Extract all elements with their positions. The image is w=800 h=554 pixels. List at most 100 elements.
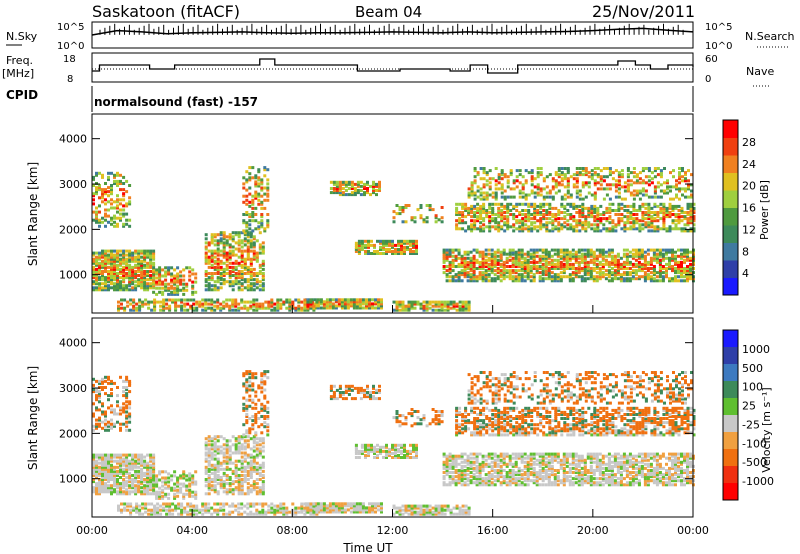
range-cell [204, 441, 208, 445]
range-cell [596, 175, 600, 179]
range-cell [245, 429, 249, 433]
range-cell [249, 455, 253, 459]
range-cell [481, 265, 485, 268]
range-cell [170, 290, 174, 294]
range-cell [494, 221, 498, 225]
range-cell [313, 302, 317, 306]
range-cell [575, 206, 579, 210]
range-cell [493, 279, 497, 283]
range-cell [568, 277, 572, 281]
range-cell [95, 394, 98, 398]
range-cell [116, 394, 119, 398]
range-cell [472, 273, 476, 277]
range-cell [155, 280, 159, 284]
range-cell [365, 298, 368, 302]
range-cell [245, 431, 249, 435]
range-cell [539, 225, 543, 229]
range-cell [261, 476, 265, 479]
range-cell [98, 486, 101, 490]
range-cell [646, 277, 650, 281]
range-cell [508, 250, 512, 254]
range-cell [338, 191, 342, 195]
range-cell [255, 302, 259, 306]
range-cell [222, 437, 226, 441]
range-cell [125, 261, 129, 265]
range-cell [454, 256, 458, 260]
range-cell [690, 193, 693, 197]
range-cell [524, 179, 528, 183]
range-cell [385, 241, 388, 245]
range-cell [659, 175, 663, 179]
range-cell [554, 179, 558, 183]
range-cell [92, 377, 95, 381]
range-cell [95, 408, 98, 412]
range-cell [680, 273, 683, 277]
range-cell [261, 482, 265, 486]
range-cell [270, 298, 274, 302]
range-cell [249, 476, 253, 479]
range-cell [641, 187, 645, 191]
range-cell [677, 209, 681, 212]
range-cell [575, 211, 579, 214]
range-cell [419, 204, 423, 207]
range-cell [234, 233, 238, 237]
range-cell [237, 282, 241, 286]
range-cell [213, 300, 217, 304]
range-cell [245, 211, 249, 214]
range-cell [503, 223, 507, 227]
range-cell [207, 435, 211, 439]
range-cell [252, 284, 256, 288]
range-cell [246, 308, 250, 312]
range-cell [584, 173, 588, 177]
range-cell [92, 261, 95, 265]
range-cell [690, 173, 693, 177]
range-cell [122, 386, 126, 389]
range-cell [494, 191, 498, 195]
range-cell [242, 423, 246, 427]
range-cell [675, 193, 678, 197]
range-cell [258, 280, 262, 284]
range-cell [146, 453, 150, 457]
range-cell [550, 275, 554, 279]
range-cell [538, 254, 542, 258]
range-cell [110, 404, 113, 408]
range-cell [371, 302, 374, 306]
range-cell [288, 304, 292, 308]
range-cell [476, 215, 480, 219]
range-cell [401, 220, 405, 224]
range-cell [541, 250, 545, 254]
range-cell [550, 279, 554, 283]
range-cell [566, 227, 570, 231]
range-cell [689, 275, 692, 279]
range-cell [183, 298, 187, 302]
range-cell [252, 488, 256, 492]
range-cell [168, 298, 172, 302]
range-cell [658, 258, 662, 262]
range-cell [144, 302, 148, 306]
range-cell [98, 288, 101, 292]
range-cell [500, 183, 504, 187]
range-cell [494, 183, 498, 187]
range-cell [152, 266, 156, 270]
range-cell [113, 478, 116, 481]
range-cell [607, 279, 611, 283]
range-cell [578, 229, 582, 233]
range-cell [216, 439, 220, 443]
range-cell [225, 280, 229, 284]
range-cell [255, 257, 259, 261]
range-cell [508, 248, 512, 252]
range-cell [119, 179, 122, 183]
range-cell [225, 455, 229, 459]
range-cell [125, 463, 129, 467]
range-cell [587, 213, 591, 216]
range-cell [135, 302, 139, 306]
range-cell [219, 467, 223, 471]
range-cell [640, 256, 644, 260]
range-cell [176, 284, 180, 288]
range-cell [415, 239, 418, 243]
range-cell [128, 196, 132, 200]
range-cell [328, 300, 332, 304]
range-cell [518, 195, 522, 199]
range-cell [263, 198, 267, 202]
range-cell [252, 482, 256, 486]
